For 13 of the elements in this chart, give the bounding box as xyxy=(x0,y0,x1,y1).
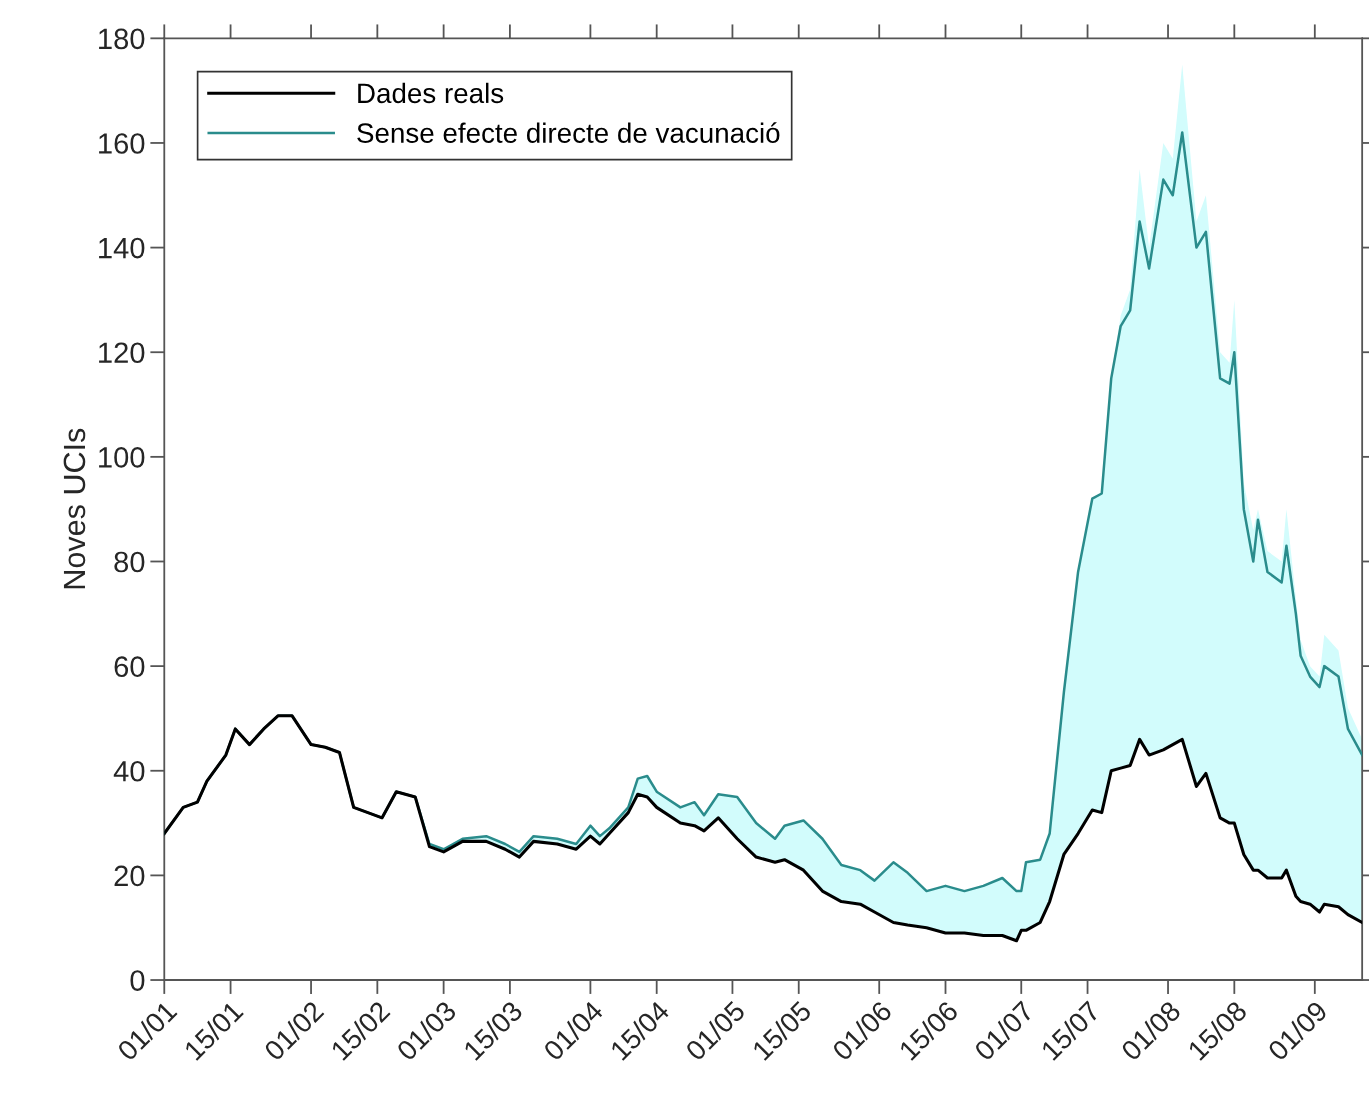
y-tick-label: 40 xyxy=(113,760,145,782)
y-axis-title: Noves UCIs xyxy=(63,428,86,589)
legend-label: Sense efecte directe de vacunació xyxy=(357,122,780,143)
y-tick-label: 160 xyxy=(99,133,145,154)
y-tick-label: 140 xyxy=(99,237,145,259)
legend-label: Dades reals xyxy=(358,82,504,104)
y-tick-label: 20 xyxy=(114,865,145,887)
y-tick-label: 60 xyxy=(114,656,145,677)
y-tick-label: 80 xyxy=(114,551,145,573)
y-tick-label: 180 xyxy=(99,28,145,50)
y-tick-label: 0 xyxy=(130,970,145,991)
y-tick-label: 100 xyxy=(99,447,145,468)
y-tick-label: 120 xyxy=(99,342,145,364)
